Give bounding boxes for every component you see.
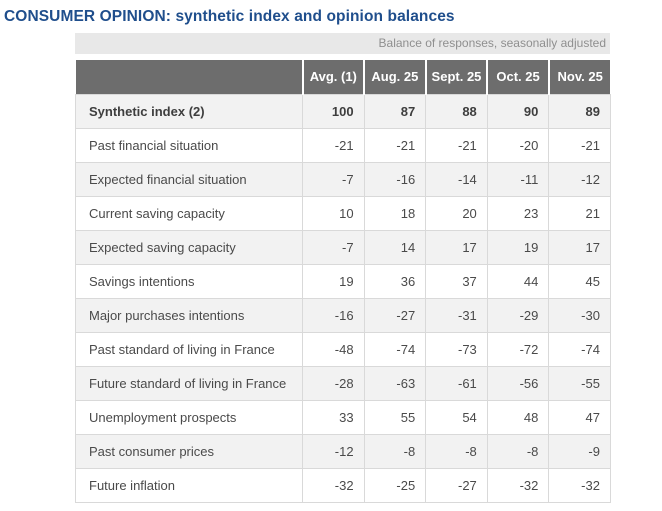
row-value: -14	[425, 161, 488, 196]
row-value: 88	[425, 93, 488, 128]
header-blank-cell	[75, 60, 303, 94]
row-value: -12	[548, 161, 611, 196]
table-header: Avg. (1) Aug. 25 Sept. 25 Oct. 25 Nov. 2…	[75, 60, 611, 94]
page-title: CONSUMER OPINION: synthetic index and op…	[4, 8, 455, 25]
row-value: -28	[302, 365, 365, 400]
row-value: 47	[548, 399, 611, 434]
table-note: Balance of responses, seasonally adjuste…	[75, 33, 610, 54]
table-body: Synthetic index (2) 100 87 88 90 89 Past finan…	[75, 93, 611, 503]
row-value: -21	[548, 127, 611, 162]
table-row: Current saving capacity 10 18 20 23 21	[75, 195, 611, 230]
row-label: Savings intentions	[75, 263, 303, 298]
row-value: -9	[548, 433, 611, 468]
row-value: 19	[302, 263, 365, 298]
row-value: -32	[486, 467, 549, 503]
row-label: Past financial situation	[75, 127, 303, 162]
row-value: -25	[363, 467, 426, 503]
row-value: -11	[486, 161, 549, 196]
header-col-oct: Oct. 25	[486, 60, 549, 94]
row-value: -74	[363, 331, 426, 366]
table-row: Future inflation -32 -25 -27 -32 -32	[75, 467, 611, 503]
row-value: -74	[548, 331, 611, 366]
row-value: 23	[486, 195, 549, 230]
row-label: Past consumer prices	[75, 433, 303, 468]
table-row: Past consumer prices -12 -8 -8 -8 -9	[75, 433, 611, 468]
table-row: Future standard of living in France -28 -6…	[75, 365, 611, 400]
row-value: 19	[486, 229, 549, 264]
row-label: Expected financial situation	[75, 161, 303, 196]
row-label: Major purchases intentions	[75, 297, 303, 332]
row-value: -48	[302, 331, 365, 366]
row-value: -8	[363, 433, 426, 468]
table-row: Major purchases intentions -16 -27 -31 -29 -3…	[75, 297, 611, 332]
table-row: Expected saving capacity -7 14 17 19 17	[75, 229, 611, 264]
row-value: -32	[548, 467, 611, 503]
row-value: 17	[425, 229, 488, 264]
row-value: -21	[302, 127, 365, 162]
row-value: -7	[302, 161, 365, 196]
row-value: 36	[363, 263, 426, 298]
table-row: Expected financial situation -7 -16 -14 -11-…	[75, 161, 611, 196]
row-value: -29	[486, 297, 549, 332]
row-value: -32	[302, 467, 365, 503]
table-row: Synthetic index (2) 100 87 88 90 89	[75, 93, 611, 128]
row-value: 45	[548, 263, 611, 298]
row-value: 20	[425, 195, 488, 230]
row-value: 18	[363, 195, 426, 230]
row-label: Expected saving capacity	[75, 229, 303, 264]
row-value: 100	[302, 93, 365, 128]
row-value: 21	[548, 195, 611, 230]
header-col-avg: Avg. (1)	[301, 60, 365, 94]
header-row: Avg. (1) Aug. 25 Sept. 25 Oct. 25 Nov. 2…	[75, 60, 611, 94]
row-value: 55	[363, 399, 426, 434]
row-value: -8	[486, 433, 549, 468]
row-value: -8	[425, 433, 488, 468]
row-value: -16	[363, 161, 426, 196]
header-col-aug: Aug. 25	[363, 60, 426, 94]
row-label: Unemployment prospects	[75, 399, 303, 434]
header-col-nov: Nov. 25	[547, 60, 611, 94]
row-value: -61	[425, 365, 488, 400]
header-col-sept: Sept. 25	[424, 60, 488, 94]
row-value: -7	[302, 229, 365, 264]
row-value: 33	[302, 399, 365, 434]
row-value: 54	[425, 399, 488, 434]
row-value: 44	[486, 263, 549, 298]
row-value: 87	[363, 93, 426, 128]
consumer-opinion-table-zone: Balance of responses, seasonally adjuste…	[75, 33, 611, 503]
row-label: Current saving capacity	[75, 195, 303, 230]
table-row: Savings intentions 19 36 37 44 45	[75, 263, 611, 298]
row-value: -12	[302, 433, 365, 468]
row-value: 48	[486, 399, 549, 434]
row-value: -21	[425, 127, 488, 162]
row-value: -73	[425, 331, 488, 366]
row-value: 90	[486, 93, 549, 128]
row-value: -55	[548, 365, 611, 400]
row-value: -20	[486, 127, 549, 162]
row-label: Future standard of living in France	[75, 365, 303, 400]
table-row: Past standard of living in France -48 -74-…	[75, 331, 611, 366]
row-value: -63	[363, 365, 426, 400]
row-value: -21	[363, 127, 426, 162]
consumer-opinion-table: Avg. (1) Aug. 25 Sept. 25 Oct. 25 Nov. 2…	[75, 60, 611, 503]
row-value: 10	[302, 195, 365, 230]
row-value: -30	[548, 297, 611, 332]
row-value: -31	[425, 297, 488, 332]
row-value: 17	[548, 229, 611, 264]
row-value: -72	[486, 331, 549, 366]
row-value: 89	[548, 93, 611, 128]
row-value: 14	[363, 229, 426, 264]
row-value: -56	[486, 365, 549, 400]
row-label: Synthetic index (2)	[75, 93, 303, 128]
row-value: -16	[302, 297, 365, 332]
row-label: Past standard of living in France	[75, 331, 303, 366]
row-value: -27	[363, 297, 426, 332]
row-value: 37	[425, 263, 488, 298]
table-row: Unemployment prospects 33 55 54 48 47	[75, 399, 611, 434]
row-label: Future inflation	[75, 467, 303, 503]
table-row: Past financial situation -21 -21 -21 -20 -21	[75, 127, 611, 162]
row-value: -27	[425, 467, 488, 503]
